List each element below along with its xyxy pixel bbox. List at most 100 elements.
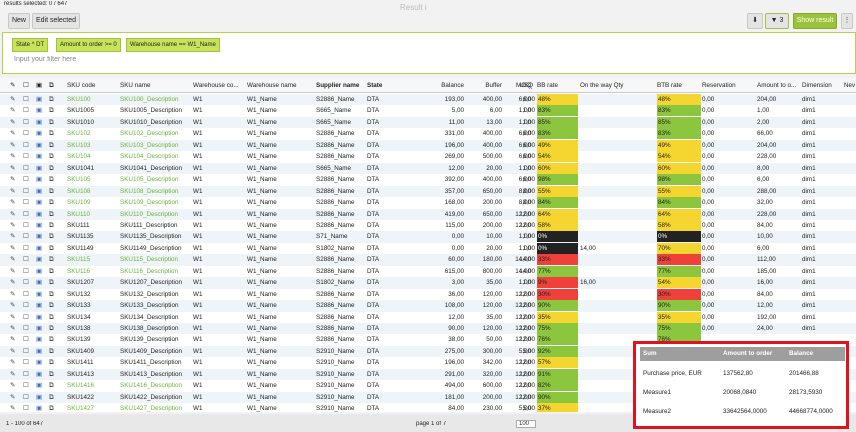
- row-icon[interactable]: ▣: [36, 210, 42, 218]
- row-icon[interactable]: ✎: [10, 336, 16, 344]
- row-icon[interactable]: ▣: [36, 290, 42, 298]
- row-icon[interactable]: ☐: [23, 141, 29, 149]
- column-header[interactable]: On the way Qty: [580, 82, 624, 89]
- row-icon[interactable]: ✎: [10, 221, 16, 229]
- row-icon[interactable]: ⧉: [49, 210, 54, 218]
- row-icon[interactable]: ⧉: [49, 347, 54, 355]
- menu-button[interactable]: ⋮: [841, 13, 853, 29]
- row-icon[interactable]: ▣: [36, 382, 42, 390]
- table-row[interactable]: ✎ ☐ ▣ ⧉ SKU1041 SKU1041_Description W1 W1_Name S…: [0, 162, 856, 175]
- row-icon[interactable]: ⧉: [49, 118, 54, 126]
- row-icon[interactable]: ✎: [10, 313, 16, 321]
- row-icon[interactable]: ⧉: [49, 313, 54, 321]
- table-row[interactable]: ✎ ☐ ▣ ⧉ SKU105 SKU105_Description W1 W1_Name S28…: [0, 174, 856, 186]
- column-header[interactable]: Dimension: [802, 82, 832, 89]
- column-header[interactable]: Reservation: [702, 82, 736, 89]
- column-header[interactable]: MOQ: [515, 82, 531, 89]
- row-icon[interactable]: ▣: [36, 233, 42, 241]
- row-icon[interactable]: ✎: [10, 96, 16, 103]
- filter-chip[interactable]: State ^ DT: [12, 38, 49, 52]
- row-icon[interactable]: ✎: [10, 279, 16, 287]
- table-row[interactable]: ✎ ☐ ▣ ⧉ SKU138 SKU138_Description W1 W1_Name S28…: [0, 323, 856, 335]
- row-icon[interactable]: ✎: [10, 130, 16, 138]
- row-icon[interactable]: ✎: [10, 267, 16, 275]
- column-header[interactable]: Nev: [844, 82, 856, 89]
- row-icon[interactable]: ⧉: [49, 153, 54, 161]
- row-icon[interactable]: ☐: [23, 221, 29, 229]
- row-icon[interactable]: ▣: [36, 221, 42, 229]
- row-icon[interactable]: ✎: [10, 118, 16, 126]
- column-header[interactable]: BB rate: [537, 82, 558, 89]
- row-icon[interactable]: ▣: [36, 267, 42, 275]
- row-icon[interactable]: ▣: [36, 370, 42, 378]
- row-icon[interactable]: ⧉: [49, 336, 54, 344]
- column-header[interactable]: Warehouse co...: [193, 82, 239, 89]
- row-icon[interactable]: ⧉: [49, 393, 54, 401]
- row-icon[interactable]: ☐: [23, 256, 29, 264]
- row-icon[interactable]: ✎: [10, 325, 16, 332]
- row-icon[interactable]: ▣: [36, 199, 42, 207]
- column-header[interactable]: Supplier name: [316, 82, 360, 89]
- row-icon[interactable]: ☐: [23, 96, 29, 103]
- table-row[interactable]: ✎ ☐ ▣ ⧉ SKU111 SKU111_Description W1 W1_Name S28…: [0, 219, 856, 232]
- row-icon[interactable]: ✎: [10, 244, 16, 252]
- row-icon[interactable]: ☐: [23, 302, 29, 310]
- row-icon[interactable]: ⧉: [49, 267, 54, 275]
- table-row[interactable]: ✎ ☐ ▣ ⧉ SKU1207 SKU1207_Description W1 W1_Name S…: [0, 277, 856, 289]
- row-icon[interactable]: ▣: [36, 256, 42, 264]
- table-row[interactable]: ✎ ☐ ▣ ⧉ SKU1010 SKU1010_Description W1 W1_Name S…: [0, 116, 856, 129]
- row-icon[interactable]: ☐: [23, 405, 29, 412]
- table-row[interactable]: ✎ ☐ ▣ ⧉ SKU100 SKU100_Description W1 W1_Name S28…: [0, 94, 856, 106]
- edit-button[interactable]: Edit selected: [32, 13, 80, 29]
- row-icon[interactable]: ⧉: [49, 325, 54, 332]
- download-button[interactable]: ⬇: [747, 13, 763, 29]
- row-icon[interactable]: ☐: [23, 130, 29, 138]
- row-icon[interactable]: ▣: [36, 141, 42, 149]
- table-row[interactable]: ✎ ☐ ▣ ⧉ SKU139 SKU139_Description W1 W1_Name S28…: [0, 334, 856, 346]
- row-icon[interactable]: ☐: [23, 393, 29, 401]
- row-icon[interactable]: ⧉: [49, 176, 54, 184]
- table-row[interactable]: ✎ ☐ ▣ ⧉ SKU1005 SKU1005_Description W1 W1_Name S…: [0, 105, 856, 117]
- table-row[interactable]: ✎ ☐ ▣ ⧉ SKU109 SKU109_Description W1 W1_Name S28…: [0, 197, 856, 209]
- row-icon[interactable]: ⧉: [49, 244, 54, 252]
- new-button[interactable]: New: [8, 13, 30, 29]
- row-icon[interactable]: ✎: [10, 256, 16, 264]
- row-icon[interactable]: ▣: [36, 153, 42, 161]
- column-header[interactable]: Amount to o...: [757, 82, 797, 89]
- table-row[interactable]: ✎ ☐ ▣ ⧉ SKU103 SKU103_Description W1 W1_Name S28…: [0, 139, 856, 152]
- row-icon[interactable]: ▣: [36, 107, 42, 115]
- row-icon[interactable]: ▣: [36, 393, 42, 401]
- table-row[interactable]: ✎ ☐ ▣ ⧉ SKU134 SKU134_Description W1 W1_Name S28…: [0, 311, 856, 323]
- column-header[interactable]: Buffer: [485, 82, 502, 89]
- column-header[interactable]: USQ: [519, 82, 533, 89]
- row-icon[interactable]: ⧉: [49, 233, 54, 241]
- table-row[interactable]: ✎ ☐ ▣ ⧉ SKU116 SKU116_Description W1 W1_Name S28…: [0, 265, 856, 278]
- filter-chip[interactable]: Amount to order >= 0: [56, 38, 121, 52]
- row-icon[interactable]: ⧉: [49, 107, 54, 115]
- row-icon[interactable]: ✎: [10, 359, 16, 367]
- row-icon[interactable]: ✎: [10, 141, 16, 149]
- row-icon[interactable]: ✎: [10, 302, 16, 310]
- table-row[interactable]: ✎ ☐ ▣ ⧉ SKU115 SKU115_Description W1 W1_Name S28…: [0, 254, 856, 266]
- row-icon[interactable]: ▣: [36, 279, 42, 287]
- row-icon[interactable]: ✎: [10, 382, 16, 390]
- row-icon[interactable]: ☐: [23, 107, 29, 115]
- row-icon[interactable]: ⧉: [49, 279, 54, 287]
- show-result-button[interactable]: Show result: [793, 13, 837, 29]
- row-icon[interactable]: ✎: [10, 199, 16, 207]
- column-header[interactable]: SKU code: [67, 82, 96, 89]
- row-icon[interactable]: ⧉: [49, 130, 54, 138]
- row-icon[interactable]: ⧉: [49, 164, 54, 172]
- row-icon[interactable]: ☐: [23, 290, 29, 298]
- row-icon[interactable]: ✎: [10, 290, 16, 298]
- row-icon[interactable]: ☐: [23, 279, 29, 287]
- row-icon[interactable]: ✎: [10, 347, 16, 355]
- row-icon[interactable]: ✎: [10, 233, 16, 241]
- row-icon[interactable]: ☐: [23, 325, 29, 332]
- row-icon[interactable]: ⧉: [49, 370, 54, 378]
- row-icon[interactable]: ▣: [36, 130, 42, 138]
- row-icon[interactable]: ✎: [10, 153, 16, 161]
- row-icon[interactable]: ✎: [10, 370, 16, 378]
- row-icon[interactable]: ▣: [36, 96, 42, 103]
- row-icon[interactable]: ☐: [23, 118, 29, 126]
